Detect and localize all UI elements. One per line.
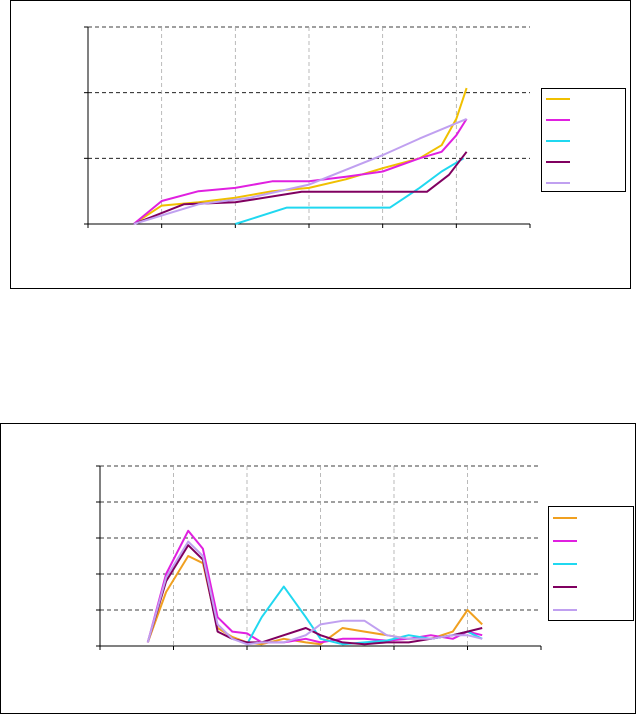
series-line [146,540,483,646]
series-line [234,157,465,225]
series-line [133,118,468,225]
series-line [133,117,467,225]
chart-frame [10,0,631,289]
series-line [133,87,468,225]
series-line [146,529,483,644]
chart-frame [0,423,636,714]
